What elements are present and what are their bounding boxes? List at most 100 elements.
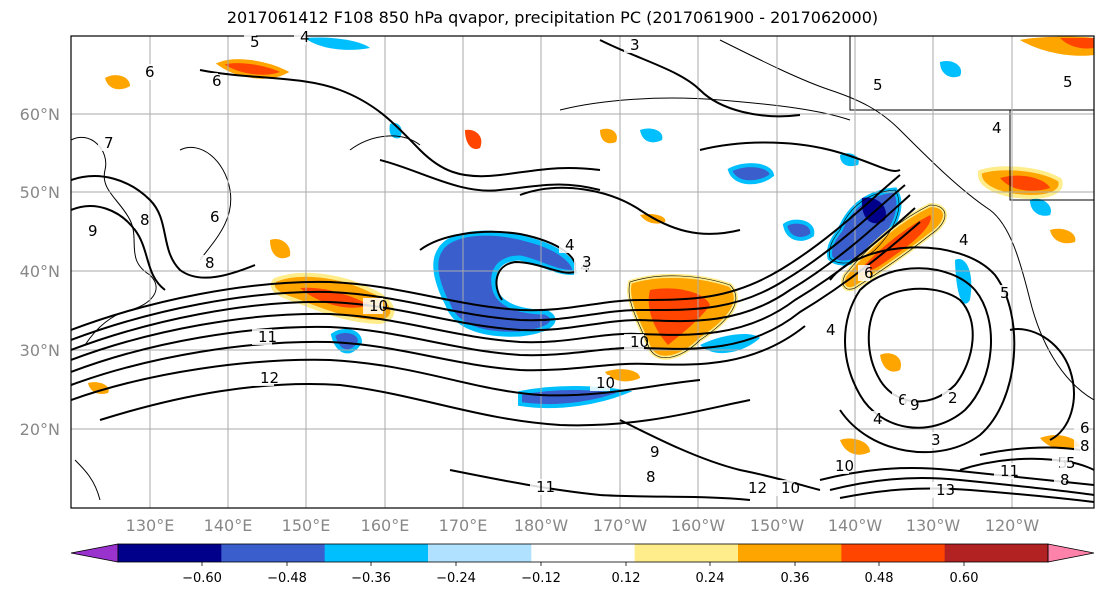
anomaly-lightblue-area bbox=[940, 60, 962, 78]
coastlines bbox=[71, 36, 1094, 501]
contour-label-bg bbox=[925, 432, 937, 448]
contour-line bbox=[819, 467, 1094, 486]
contour-label-bg bbox=[994, 285, 1006, 301]
contour-label-bg bbox=[252, 329, 272, 345]
contour-label-bg bbox=[775, 480, 795, 496]
anomaly-orange-area bbox=[270, 238, 291, 259]
lon-label: 160°E bbox=[361, 516, 410, 535]
contour-label-bg bbox=[1057, 74, 1069, 90]
colorbar-tick-label: −0.60 bbox=[182, 571, 222, 586]
contour-line bbox=[71, 358, 701, 401]
colorbar-segment bbox=[118, 544, 222, 562]
coastline-north-america bbox=[719, 39, 1094, 401]
lon-label: 140°W bbox=[828, 516, 883, 535]
contour-label-bg bbox=[1074, 438, 1086, 454]
anomaly-outline bbox=[628, 275, 737, 359]
contour-label: 3 bbox=[931, 431, 941, 449]
contour-label: 8 bbox=[205, 254, 215, 272]
colorbar-extend-low bbox=[70, 543, 119, 563]
contour-label-bg bbox=[206, 73, 218, 89]
contour-label-bg bbox=[904, 397, 916, 413]
anomaly-orange-area bbox=[88, 382, 109, 394]
contour-label-bg bbox=[244, 34, 256, 50]
anomaly-blue-area bbox=[782, 219, 815, 241]
contour-label: 4 bbox=[826, 321, 836, 339]
lat-label: 40°N bbox=[20, 262, 60, 281]
contour-label: 10 bbox=[369, 297, 388, 315]
anomaly-outline bbox=[829, 189, 900, 264]
contour-label: 4 bbox=[873, 410, 883, 428]
contour-label-bg bbox=[953, 232, 965, 248]
contour-line bbox=[71, 194, 911, 351]
colorbar-tick-label: −0.36 bbox=[351, 571, 391, 586]
anomaly-orange-area bbox=[1040, 435, 1080, 450]
contour-label-bg bbox=[98, 135, 110, 151]
contour-label: 4 bbox=[300, 28, 310, 46]
contour-label: 4 bbox=[565, 236, 575, 254]
contour-label-bg bbox=[994, 463, 1014, 479]
colorbar-tick-label: −0.12 bbox=[521, 571, 561, 586]
contour-label-bg bbox=[294, 29, 306, 45]
contour-label-bg bbox=[640, 469, 652, 485]
contour-label: 5 bbox=[250, 33, 260, 51]
colorbar-outline bbox=[117, 543, 1049, 563]
contour-label: 3 bbox=[582, 253, 592, 271]
contour-line bbox=[599, 39, 801, 118]
anomaly-orange-area bbox=[1050, 228, 1076, 244]
contour-label-bg bbox=[742, 480, 762, 496]
contour-line bbox=[71, 184, 906, 341]
lon-label: 130°E bbox=[126, 516, 175, 535]
qvapor-contours bbox=[71, 39, 1094, 503]
contour-label: 13 bbox=[936, 481, 955, 499]
contour-line bbox=[1009, 328, 1075, 441]
anomaly-outline bbox=[842, 204, 946, 290]
contour-labels: 5436654587698410111243101098456463245688… bbox=[82, 28, 1090, 499]
contour-label: 12 bbox=[748, 479, 767, 497]
anomaly-lightblue-area bbox=[955, 259, 972, 304]
contour-line bbox=[829, 477, 1094, 496]
lon-label: 150°E bbox=[282, 516, 331, 535]
contour-label: 3 bbox=[630, 36, 640, 54]
contour-label-bg bbox=[199, 255, 211, 271]
contour-line bbox=[379, 159, 601, 192]
contour-label: 9 bbox=[650, 443, 660, 461]
contour-label: 7 bbox=[104, 134, 114, 152]
contour-line bbox=[619, 419, 821, 491]
colorbar-tick-label: 0.36 bbox=[781, 571, 810, 586]
contour-label-bg bbox=[867, 77, 879, 93]
contour-label: 6 bbox=[210, 208, 220, 226]
colorbar-segment bbox=[738, 544, 842, 562]
anomaly-orange-area bbox=[105, 75, 130, 90]
anomaly-blue-area bbox=[330, 328, 363, 354]
lon-label: 150°W bbox=[750, 516, 805, 535]
contour-label: 8 bbox=[646, 468, 656, 486]
contour-label-bg bbox=[1060, 455, 1072, 471]
lon-label: 180°W bbox=[514, 516, 569, 535]
contour-line bbox=[71, 325, 806, 386]
anomaly-lightblue-area bbox=[389, 122, 402, 139]
contour-label: 6 bbox=[212, 72, 222, 90]
anomaly-lightblue-area bbox=[640, 128, 663, 143]
contour-line bbox=[867, 287, 974, 403]
colorbar-tick-label: −0.24 bbox=[436, 571, 476, 586]
contour-label-bg bbox=[858, 265, 870, 281]
anomaly-lightblue-area bbox=[305, 37, 370, 50]
contour-label-bg bbox=[1054, 472, 1066, 488]
lat-label: 50°N bbox=[20, 183, 60, 202]
contour-line bbox=[71, 205, 166, 291]
contour-label: 12 bbox=[260, 369, 279, 387]
contour-label: 6 bbox=[145, 63, 155, 81]
colorbar-segment bbox=[634, 544, 739, 562]
contour-label: 8 bbox=[140, 211, 150, 229]
colorbar-segment bbox=[324, 544, 429, 562]
colorbar-extend-high bbox=[1047, 543, 1095, 563]
contour-label-bg bbox=[530, 479, 550, 495]
contour-label: 11 bbox=[536, 478, 555, 496]
anomaly-red-area bbox=[465, 129, 482, 150]
contour-label: 2 bbox=[948, 389, 958, 407]
contour-line bbox=[829, 246, 1016, 454]
contour-label-bg bbox=[820, 322, 832, 338]
contour-label-bg bbox=[576, 254, 588, 270]
contour-label-bg bbox=[1074, 420, 1086, 436]
contour-label: 11 bbox=[1000, 462, 1019, 480]
